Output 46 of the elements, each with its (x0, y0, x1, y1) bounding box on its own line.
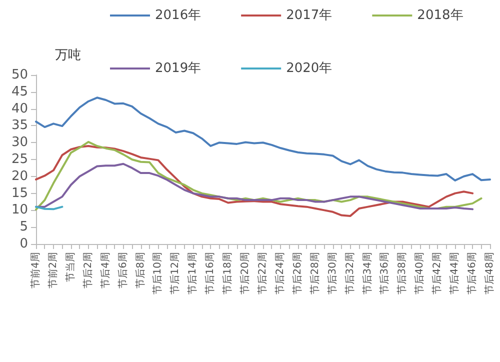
x-tick-label: 节后36周 (378, 252, 391, 295)
legend-label: 2019年 (155, 61, 202, 76)
x-tick-label: 节后28周 (308, 252, 321, 295)
x-tick-label: 节后32周 (344, 252, 356, 295)
y-axis-title: 万吨 (55, 48, 81, 63)
legend-label: 2018年 (417, 8, 464, 23)
x-tick-label: 节前4周 (30, 252, 42, 288)
x-tick-label: 节后2周 (82, 252, 94, 288)
x-tick-label: 节后34周 (361, 252, 374, 295)
x-tick-label: 节后46周 (466, 252, 478, 295)
x-tick-label: 节后4周 (99, 252, 112, 288)
x-tick-label: 节后12周 (169, 252, 182, 295)
y-tick-label: 15 (11, 186, 28, 201)
y-tick-label: 35 (11, 118, 28, 134)
y-tick-label: 30 (11, 135, 28, 150)
x-tick-label: 节后20周 (239, 252, 252, 295)
x-tick-label: 节后30周 (326, 252, 338, 295)
line-series (35, 96, 491, 182)
legend-label: 2020年 (286, 61, 332, 76)
y-tick-label: 20 (11, 168, 28, 184)
x-tick-label: 节后10周 (152, 252, 164, 295)
legend-label: 2016年 (155, 8, 202, 23)
y-tick-label: 5 (20, 220, 28, 235)
line-series (35, 162, 474, 210)
y-tick-label: 0 (20, 236, 28, 252)
x-tick-label: 节后42周 (431, 252, 444, 295)
x-tick-label: 节后16周 (204, 252, 216, 295)
x-tick-label: 节后14周 (186, 252, 199, 295)
x-tick-label: 节后24周 (274, 252, 286, 295)
legend-label: 2017年 (286, 8, 332, 23)
x-tick-label: 节后40周 (414, 252, 426, 295)
y-tick-label: 40 (11, 101, 28, 116)
x-tick-label: 节后6周 (116, 252, 129, 288)
x-tick-label: 节后48周 (484, 252, 496, 295)
x-tick-label: 节当周 (64, 252, 76, 282)
x-tick-label: 节后26周 (291, 252, 304, 295)
x-tick-label: 节前2周 (46, 252, 59, 288)
x-tick-label: 节后22周 (256, 252, 268, 295)
y-tick-label: 10 (11, 202, 28, 218)
x-tick-label: 节后18周 (222, 252, 234, 295)
y-tick-label: 50 (11, 68, 28, 82)
x-tick-label: 节后8周 (134, 252, 146, 288)
y-tick-label: 25 (11, 152, 28, 167)
y-tick-label: 45 (11, 84, 28, 100)
x-tick-label: 节后38周 (396, 252, 408, 295)
x-tick-label: 节后44周 (448, 252, 461, 295)
